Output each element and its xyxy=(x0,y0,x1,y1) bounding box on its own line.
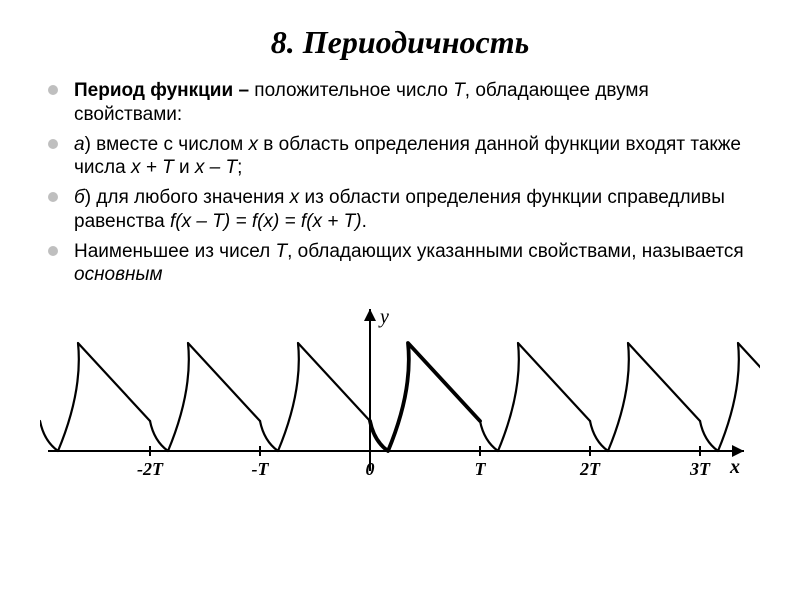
svg-text:T: T xyxy=(475,459,487,479)
b4-t2: , обладающих указанными свойствами, назы… xyxy=(287,241,744,262)
bullet-item-4: Наименьшее из чисел Т, обладающих указан… xyxy=(74,240,752,288)
svg-text:x: x xyxy=(729,456,740,478)
svg-text:y: y xyxy=(378,306,389,328)
b4-t1: Наименьшее из чисел xyxy=(74,241,276,262)
period-def-bold: Период функции – xyxy=(74,80,254,101)
chart-container: y x -2T -T 0 T 2T 3T xyxy=(40,301,760,501)
b2-t4: ; xyxy=(237,157,242,178)
b1-t1: положительное число xyxy=(254,80,453,101)
b3-lead: б xyxy=(74,187,85,208)
svg-text:-T: -T xyxy=(252,459,270,479)
b3-i1: х xyxy=(290,187,300,208)
bullet-item-1: Период функции – положительное число Т, … xyxy=(74,79,752,127)
slide: 8. Периодичность Период функции – положи… xyxy=(0,0,800,600)
svg-text:3T: 3T xyxy=(689,459,711,479)
b2-t3: и xyxy=(174,157,195,178)
b2-i2: х + Т xyxy=(131,157,174,178)
svg-text:-2T: -2T xyxy=(137,459,164,479)
slide-title: 8. Периодичность xyxy=(40,24,760,61)
b3-t3: . xyxy=(362,211,367,232)
b4-i2: основным xyxy=(74,264,162,285)
b3-i2: f(x – T) = f(x) = f(x + T) xyxy=(170,211,362,232)
svg-text:2T: 2T xyxy=(579,459,601,479)
b4-i1: Т xyxy=(276,241,288,262)
b1-i1: Т xyxy=(453,80,465,101)
b3-t1: ) для любого значения xyxy=(85,187,290,208)
svg-text:0: 0 xyxy=(366,459,375,479)
b2-i1: х xyxy=(249,134,259,155)
b2-t1: ) вместе с числом xyxy=(85,134,249,155)
bullet-list: Период функции – положительное число Т, … xyxy=(40,79,760,287)
b2-lead: а xyxy=(74,134,85,155)
b2-i3: х – Т xyxy=(195,157,237,178)
bullet-item-3: б) для любого значения х из области опре… xyxy=(74,186,752,234)
periodic-function-chart: y x -2T -T 0 T 2T 3T xyxy=(40,301,760,501)
bullet-item-2: а) вместе с числом х в область определен… xyxy=(74,133,752,181)
